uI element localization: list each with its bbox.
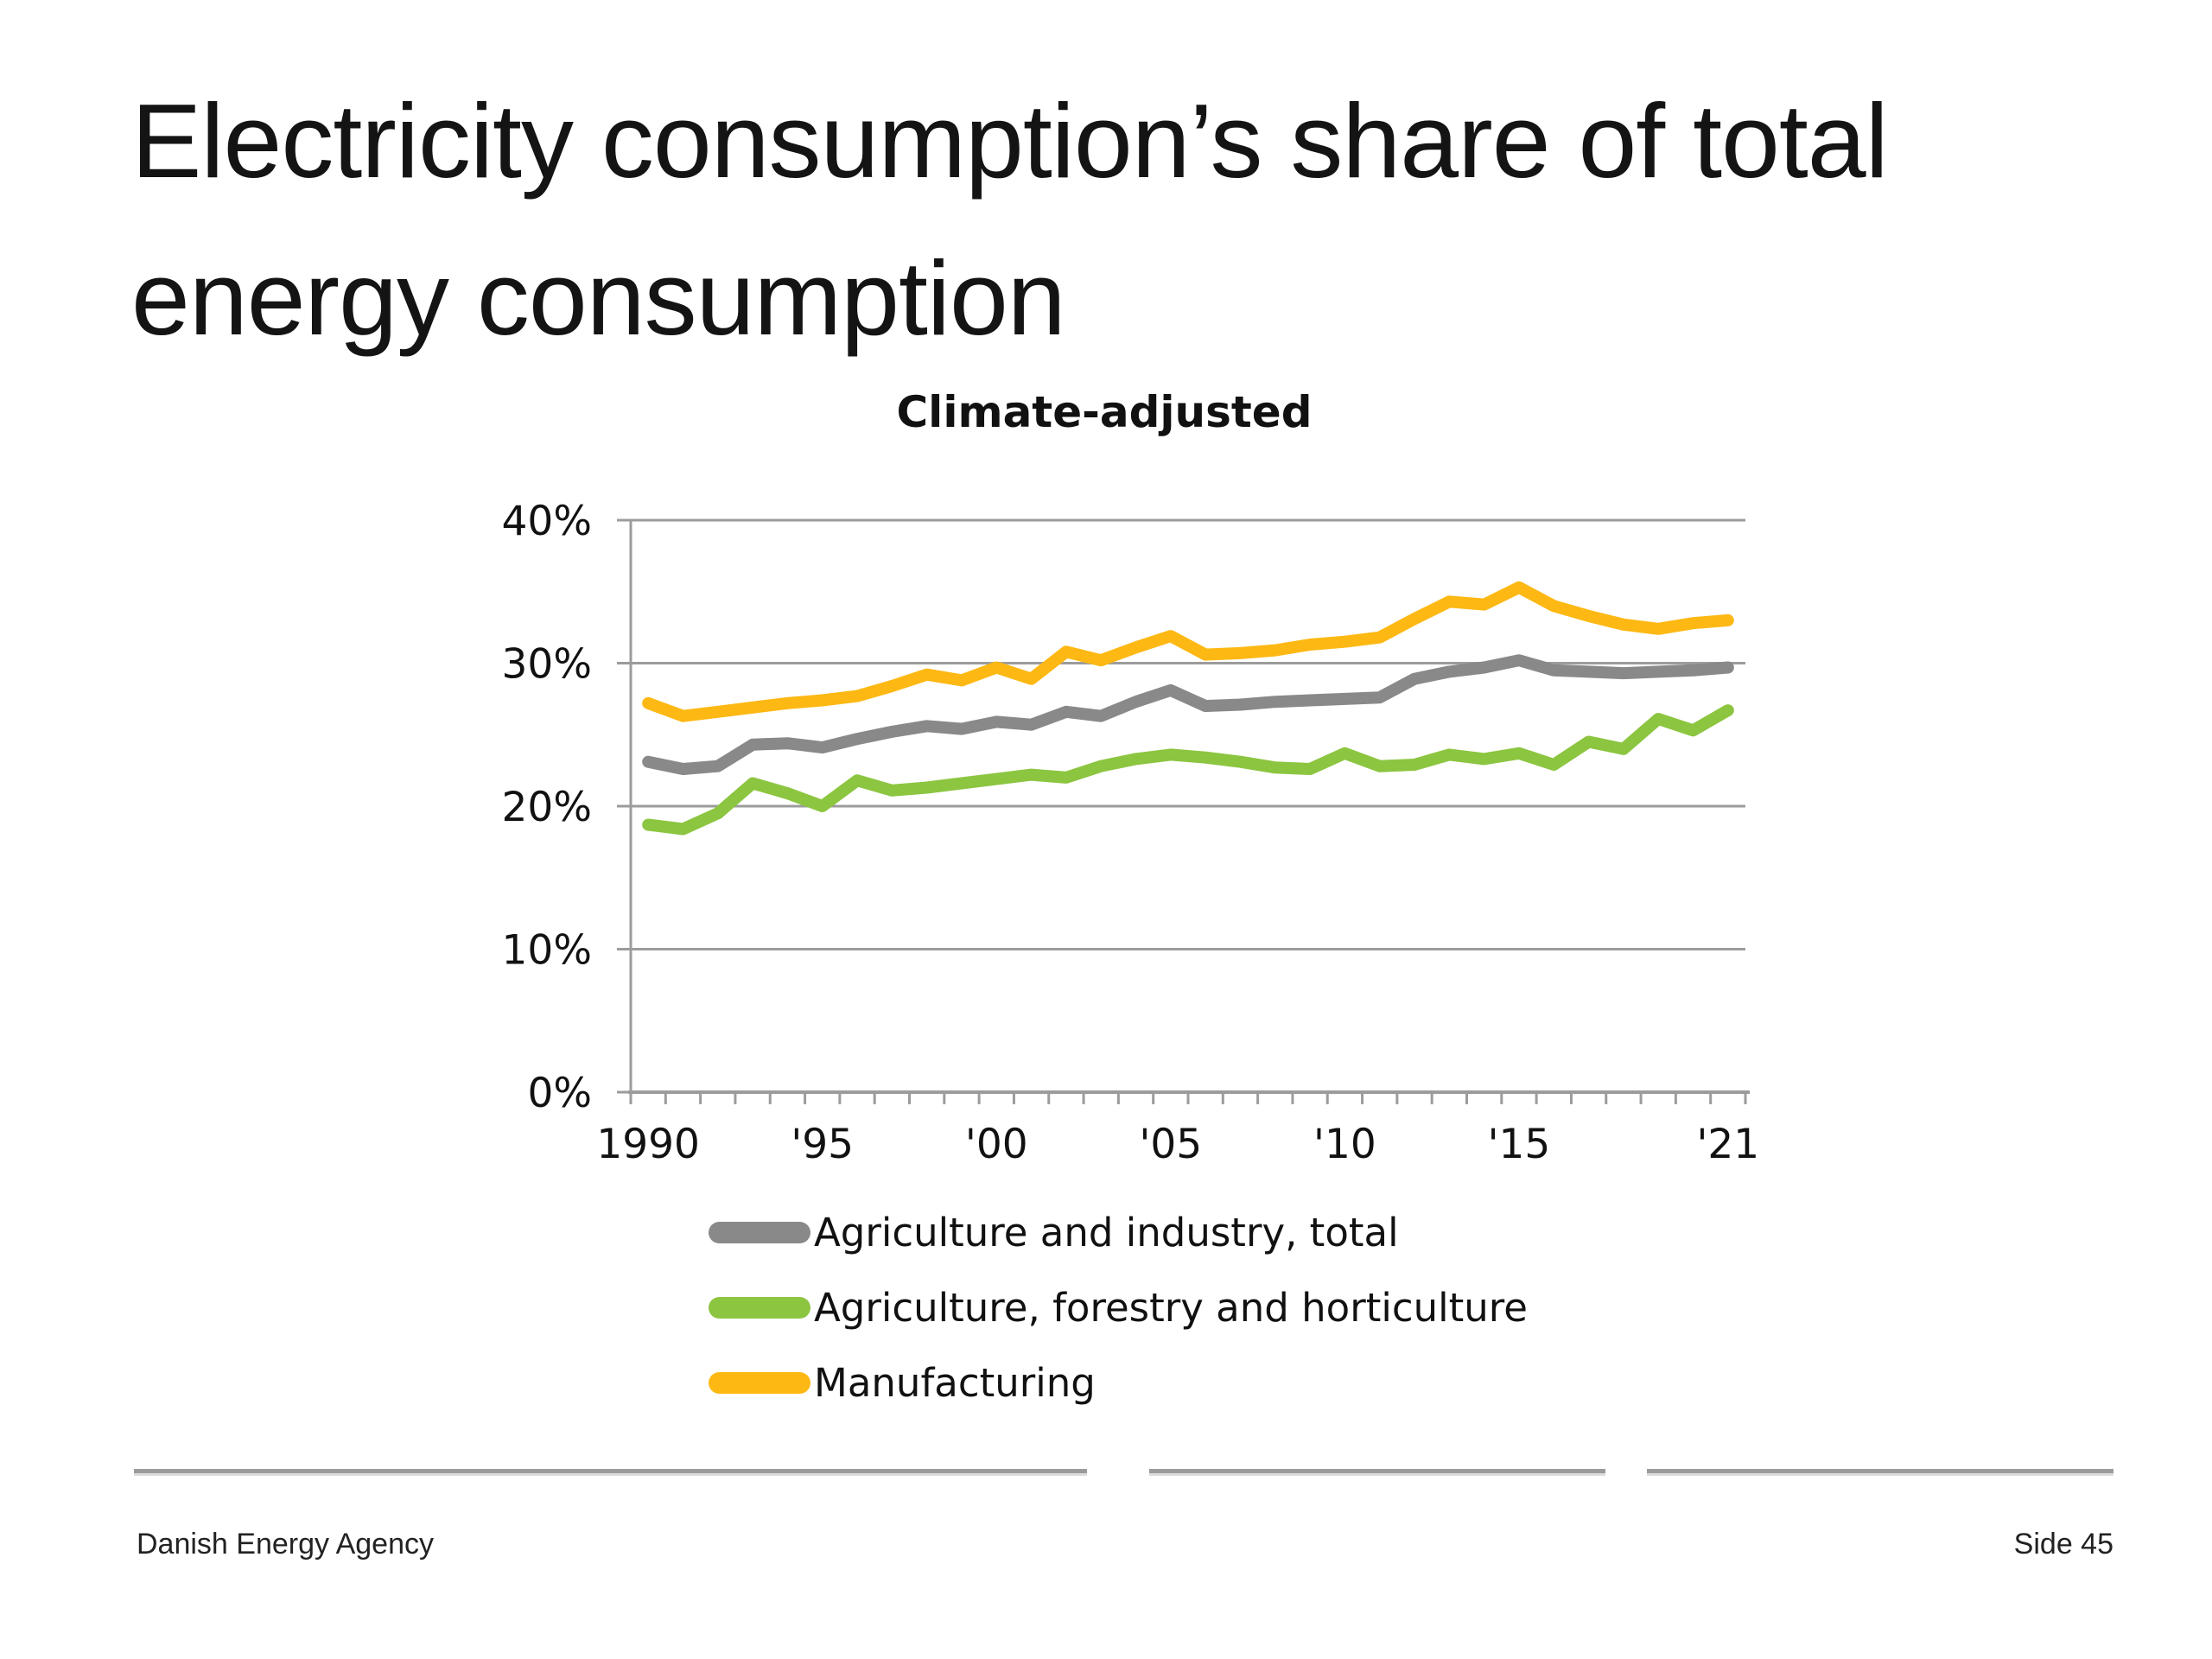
x-tick-label: '10	[1313, 1121, 1376, 1168]
footer-divider-right	[1647, 1469, 2113, 1473]
series-line	[642, 704, 1734, 836]
series-line	[642, 581, 1734, 722]
footer-page-number: Side 45	[2013, 1528, 2113, 1560]
legend-swatch	[709, 1296, 810, 1319]
x-tick-label: '05	[1139, 1121, 1202, 1168]
legend-swatch	[709, 1221, 810, 1243]
chart-axes	[617, 518, 1750, 1104]
series-line	[642, 654, 1734, 775]
chart-grid	[631, 518, 1745, 950]
chart-y-labels: 40% 30% 20% 10% 0%	[502, 498, 592, 1117]
legend-label: Agriculture, forestry and horticulture	[814, 1284, 1528, 1331]
y-tick-label: 0%	[527, 1070, 592, 1117]
legend-item: Manufacturing	[709, 1358, 1528, 1407]
chart-legend: Agriculture and industry, total Agricultu…	[709, 1208, 1528, 1407]
page-title-line2: energy consumption	[131, 239, 1066, 357]
page-title-line1: Electricity consumption’s share of total	[131, 82, 1889, 200]
chart-title: Climate-adjusted	[896, 387, 1313, 437]
y-tick-label: 10%	[502, 927, 592, 975]
x-tick-label: '21	[1696, 1121, 1759, 1168]
page-title: Electricity consumption’s share of total…	[131, 62, 2171, 377]
x-tick-label: '00	[965, 1121, 1028, 1168]
legend-item: Agriculture and industry, total	[709, 1208, 1528, 1256]
x-tick-label: 1990	[596, 1121, 700, 1168]
line-chart: 40% 30% 20% 10% 0% 1990 '95 '00 '05 '10 '15 '21	[502, 498, 1760, 1168]
footer-divider-left	[134, 1469, 1087, 1473]
footer-divider-middle	[1149, 1469, 1605, 1473]
legend-swatch	[709, 1371, 810, 1394]
legend-item: Agriculture, forestry and horticulture	[709, 1283, 1528, 1332]
x-tick-label: '15	[1488, 1121, 1551, 1168]
y-tick-label: 20%	[502, 784, 592, 831]
y-tick-label: 30%	[502, 641, 592, 689]
footer-organization: Danish Energy Agency	[137, 1528, 434, 1560]
x-tick-label: '95	[791, 1121, 854, 1168]
legend-label: Manufacturing	[814, 1359, 1096, 1406]
legend-label: Agriculture and industry, total	[814, 1209, 1399, 1255]
chart-x-labels: 1990 '95 '00 '05 '10 '15 '21	[596, 1121, 1759, 1168]
chart-series	[642, 581, 1734, 836]
y-tick-label: 40%	[502, 498, 592, 545]
